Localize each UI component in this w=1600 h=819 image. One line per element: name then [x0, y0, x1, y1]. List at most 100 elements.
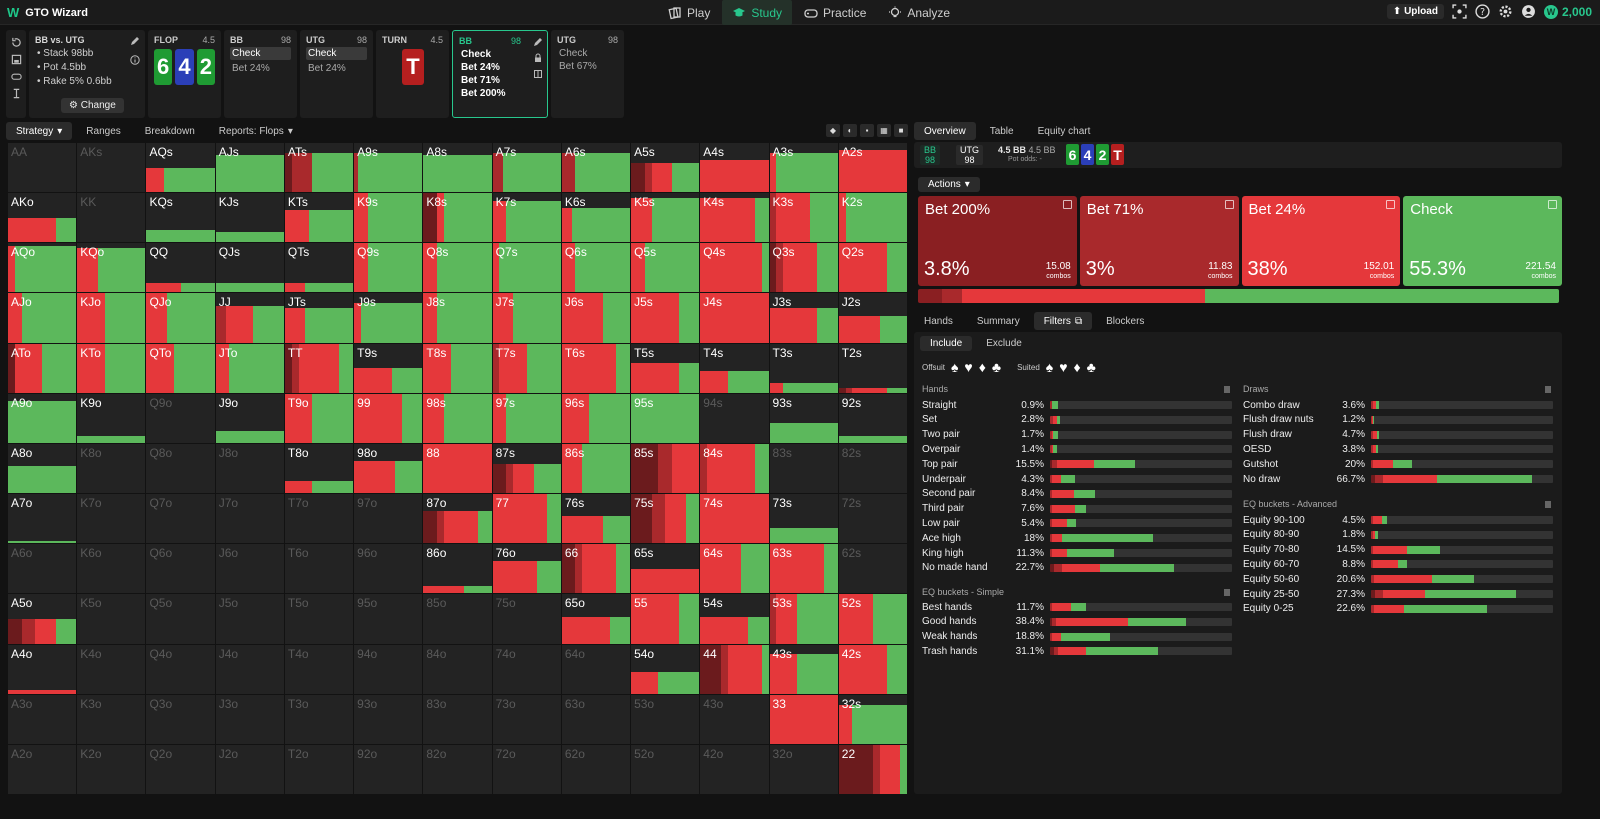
- hand-cell-82s[interactable]: 82s: [838, 443, 907, 494]
- grid-medium-icon[interactable]: ▦: [877, 124, 891, 137]
- bb-flop-bet[interactable]: Bet 24%: [232, 63, 270, 74]
- eq-adv-filter-row[interactable]: Equity 80-90 1.8%: [1243, 528, 1553, 542]
- hands-collapse-icon[interactable]: [1224, 386, 1230, 393]
- hand-cell-76s[interactable]: 76s: [561, 494, 631, 544]
- hand-cell-92o[interactable]: 92o: [354, 744, 423, 794]
- hand-cell-A4o[interactable]: A4o: [8, 644, 77, 694]
- hand-cell-K2o[interactable]: K2o: [77, 744, 146, 794]
- hands-filter-row[interactable]: Low pair 5.4%: [922, 516, 1232, 530]
- hand-cell-97s[interactable]: 97s: [492, 393, 561, 443]
- expand-icon[interactable]: [1224, 200, 1234, 209]
- nav-play[interactable]: Play: [658, 0, 720, 25]
- hand-cell-85s[interactable]: 85s: [631, 443, 700, 494]
- hand-cell-94s[interactable]: 94s: [700, 393, 769, 443]
- hand-cell-KTs[interactable]: KTs: [284, 193, 354, 243]
- actions-dropdown[interactable]: Actions ▾: [918, 177, 980, 192]
- gamepad-icon[interactable]: [10, 71, 22, 82]
- hand-cell-J8s[interactable]: J8s: [423, 293, 492, 343]
- hand-cell-53o[interactable]: 53o: [631, 694, 700, 744]
- hand-cell-75s[interactable]: 75s: [631, 494, 700, 544]
- hand-cell-K7s[interactable]: K7s: [492, 193, 561, 243]
- hand-cell-Q5s[interactable]: Q5s: [631, 243, 700, 293]
- suited-spades-icon[interactable]: ♠: [1045, 359, 1054, 375]
- hand-cell-AKo[interactable]: AKo: [8, 193, 77, 243]
- hand-cell-A6s[interactable]: A6s: [561, 143, 631, 193]
- hand-cell-AJo[interactable]: AJo: [8, 293, 77, 343]
- hand-cell-T6o[interactable]: T6o: [284, 544, 354, 594]
- hand-cell-A8o[interactable]: A8o: [8, 443, 77, 494]
- hand-cell-43s[interactable]: 43s: [769, 644, 838, 694]
- hand-cell-AQs[interactable]: AQs: [146, 143, 215, 193]
- hand-cell-K8s[interactable]: K8s: [423, 193, 492, 243]
- screenshot-icon[interactable]: [1452, 4, 1467, 19]
- hands-filter-row[interactable]: Second pair 8.4%: [922, 487, 1232, 501]
- hand-cell-64o[interactable]: 64o: [561, 644, 631, 694]
- hand-cell-Q8s[interactable]: Q8s: [423, 243, 492, 293]
- eq-simple-filter-row[interactable]: Good hands 38.4%: [922, 615, 1232, 629]
- flop-node[interactable]: FLOP 4.5 6 4 2: [148, 30, 221, 118]
- hand-cell-Q3o[interactable]: Q3o: [146, 694, 215, 744]
- hand-cell-KK[interactable]: KK: [77, 193, 146, 243]
- hand-cell-55[interactable]: 55: [631, 594, 700, 644]
- hand-cell-75o[interactable]: 75o: [492, 594, 561, 644]
- action-card-0[interactable]: Bet 200% 3.8% 15.08 combos: [918, 196, 1077, 286]
- hand-cell-44[interactable]: 44: [700, 644, 769, 694]
- hand-cell-92s[interactable]: 92s: [838, 393, 907, 443]
- eq-adv-filter-row[interactable]: Equity 70-80 14.5%: [1243, 543, 1553, 557]
- hand-cell-65o[interactable]: 65o: [561, 594, 631, 644]
- bb-turn-bet71[interactable]: Bet 71%: [461, 75, 500, 86]
- hand-cell-T3s[interactable]: T3s: [769, 343, 838, 393]
- hand-cell-T5s[interactable]: T5s: [631, 343, 700, 393]
- draws-filter-row[interactable]: Combo draw 3.6%: [1243, 398, 1553, 412]
- hand-cell-JTs[interactable]: JTs: [284, 293, 354, 343]
- hand-cell-K9s[interactable]: K9s: [354, 193, 423, 243]
- bb-flop-check[interactable]: Check: [230, 47, 291, 60]
- hand-cell-T2s[interactable]: T2s: [838, 343, 907, 393]
- hand-cell-QJo[interactable]: QJo: [146, 293, 215, 343]
- hand-cell-54o[interactable]: 54o: [631, 644, 700, 694]
- hand-cell-J4o[interactable]: J4o: [215, 644, 284, 694]
- hand-cell-AA[interactable]: AA: [8, 143, 77, 193]
- hand-cell-32o[interactable]: 32o: [769, 744, 838, 794]
- logo[interactable]: W GTO Wizard: [7, 5, 88, 20]
- action-card-3[interactable]: Check 55.3% 221.54 combos: [1403, 196, 1562, 286]
- expand-icon[interactable]: [1548, 200, 1557, 209]
- hands-filter-row[interactable]: Set 2.8%: [922, 413, 1232, 427]
- hands-filter-row[interactable]: Underpair 4.3%: [922, 472, 1232, 486]
- hand-cell-Q4o[interactable]: Q4o: [146, 644, 215, 694]
- hand-cell-83s[interactable]: 83s: [769, 443, 838, 494]
- settings-gear-icon[interactable]: [1498, 4, 1513, 19]
- hand-cell-A7o[interactable]: A7o: [8, 494, 77, 544]
- hand-cell-Q6o[interactable]: Q6o: [146, 544, 215, 594]
- eq-adv-filter-row[interactable]: Equity 0-25 22.6%: [1243, 602, 1553, 616]
- hand-cell-AQo[interactable]: AQo: [8, 243, 77, 293]
- hand-cell-73o[interactable]: 73o: [492, 694, 561, 744]
- utg-flop-check[interactable]: Check: [306, 47, 367, 60]
- hand-cell-84o[interactable]: 84o: [423, 644, 492, 694]
- lock-icon[interactable]: [533, 53, 543, 63]
- hand-cell-KJo[interactable]: KJo: [77, 293, 146, 343]
- hand-cell-62s[interactable]: 62s: [838, 544, 907, 594]
- hand-cell-94o[interactable]: 94o: [354, 644, 423, 694]
- grid-small-icon[interactable]: ▪: [860, 124, 874, 137]
- hand-cell-64s[interactable]: 64s: [700, 544, 769, 594]
- suited-hearts-icon[interactable]: ♥: [1059, 359, 1068, 375]
- hand-cell-86o[interactable]: 86o: [423, 544, 492, 594]
- hand-cell-A9o[interactable]: A9o: [8, 393, 77, 443]
- draws-filter-row[interactable]: Flush draw nuts 1.2%: [1243, 413, 1553, 427]
- hands-filter-row[interactable]: Two pair 1.7%: [922, 428, 1232, 442]
- nav-practice[interactable]: Practice: [794, 0, 876, 25]
- reset-icon[interactable]: [11, 37, 22, 48]
- help-icon[interactable]: ?: [1475, 4, 1490, 19]
- hand-cell-JJ[interactable]: JJ: [215, 293, 284, 343]
- eq-simple-filter-row[interactable]: Best hands 11.7%: [922, 600, 1232, 614]
- hand-cell-QJs[interactable]: QJs: [215, 243, 284, 293]
- hand-cell-72o[interactable]: 72o: [492, 744, 561, 794]
- hand-cell-T6s[interactable]: T6s: [561, 343, 631, 393]
- hand-cell-T9o[interactable]: T9o: [284, 393, 354, 443]
- hand-cell-A3o[interactable]: A3o: [8, 694, 77, 744]
- hand-cell-J3s[interactable]: J3s: [769, 293, 838, 343]
- upload-button[interactable]: ⬆ Upload: [1386, 4, 1444, 19]
- hand-cell-TT[interactable]: TT: [284, 343, 354, 393]
- hand-cell-83o[interactable]: 83o: [423, 694, 492, 744]
